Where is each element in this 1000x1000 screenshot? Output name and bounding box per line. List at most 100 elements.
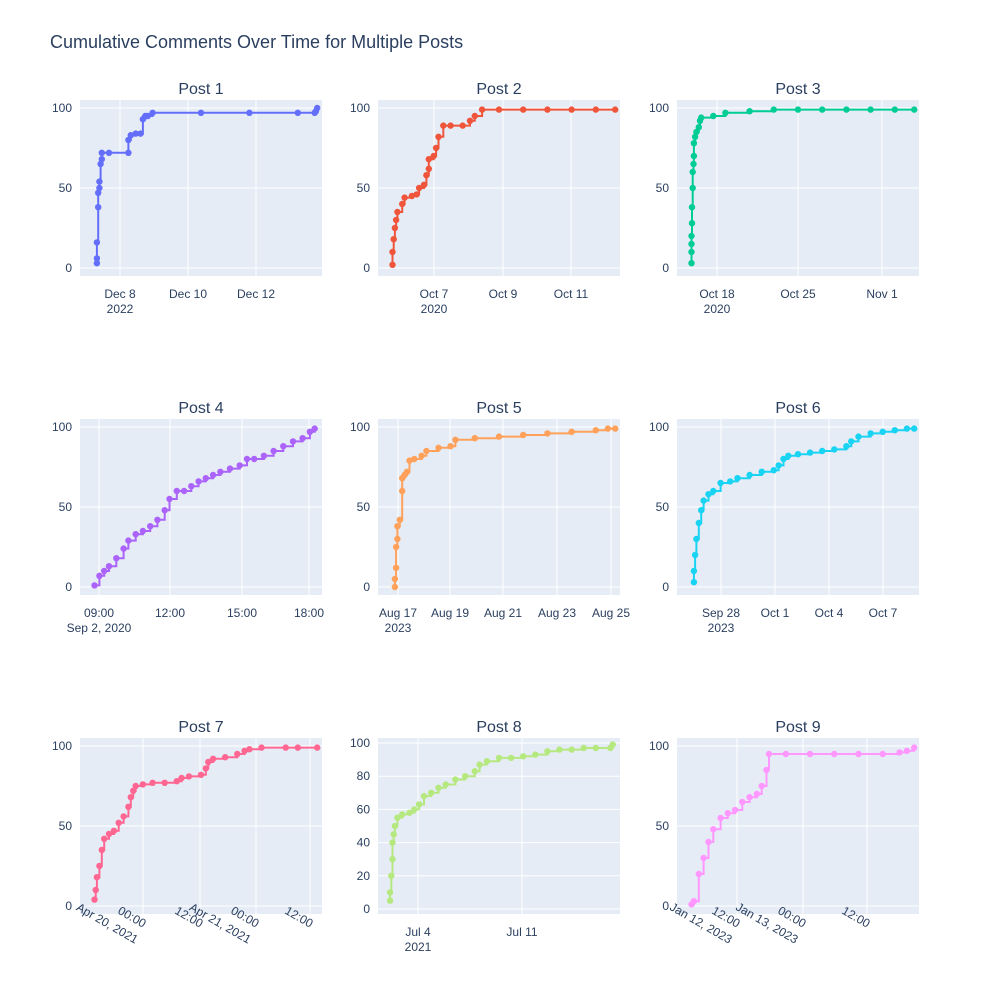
data-point [390,236,397,243]
data-point [693,128,700,136]
data-point [698,114,705,121]
data-point [149,779,156,786]
data-point [700,854,707,862]
data-point [161,779,168,786]
data-point [144,112,151,120]
x-tick-label: Aug 17 [379,606,417,620]
data-point [461,773,469,780]
data-point [688,248,695,256]
data-point [105,149,113,156]
data-point [401,194,408,201]
data-point [794,451,802,458]
data-point [753,790,761,798]
y-tick-label: 50 [357,500,371,514]
data-point [197,771,205,778]
data-point [855,433,862,440]
data-point [270,447,277,455]
data-point [819,106,826,113]
data-point [139,527,147,535]
data-point [700,497,707,504]
data-point [717,479,724,487]
data-point [209,471,217,479]
data-point [689,184,696,192]
y-tick-label: 0 [363,580,370,594]
data-point [418,452,425,459]
data-point [389,856,396,863]
data-point [592,106,599,113]
data-point [197,109,205,117]
data-point [294,109,301,117]
x-tick-label: Oct 7 [420,287,449,301]
data-point [147,523,154,530]
x-tick-label: 18:00 [294,606,324,620]
data-point [911,744,918,751]
x-tick-label: Jul 11 [506,925,537,939]
data-point [520,753,527,760]
data-point [471,112,478,120]
data-point [785,452,792,459]
data-point [394,814,401,821]
data-point [98,149,106,156]
data-point [389,839,396,846]
x-tick-label: Oct 9 [489,287,518,301]
data-point [95,204,102,211]
data-point [775,462,782,469]
y-tick-label: 0 [65,580,72,594]
data-point [843,106,850,113]
data-point [413,191,420,198]
data-point [705,491,712,498]
x-tick-label: Jul 4 [405,925,431,939]
y-tick-label: 0 [363,902,370,916]
data-point [389,248,396,256]
x-tick-sublabel: 2021 [405,940,432,954]
data-point [724,810,731,817]
data-point [471,435,478,442]
data-point [406,457,413,464]
data-point [243,455,251,463]
data-point [96,178,103,185]
data-point [819,447,826,455]
data-point [727,478,734,485]
data-point [690,160,697,168]
subplot-title: Post 1 [178,81,223,98]
data-point [691,551,699,559]
data-point [93,239,101,246]
data-point [96,572,103,579]
data-point [568,746,575,753]
data-point [879,750,886,758]
data-point [392,216,400,224]
data-point [544,748,551,755]
data-point [420,792,428,800]
data-point [693,535,700,543]
data-point [391,575,399,583]
data-point [592,744,599,752]
y-tick-label: 60 [357,802,371,816]
data-point [101,835,108,842]
data-point [698,507,705,514]
data-point [299,435,306,442]
y-tick-label: 100 [649,739,669,753]
data-point [891,427,898,434]
data-point [806,449,814,456]
data-point [222,754,229,761]
data-point [423,172,430,179]
data-point [97,160,104,168]
data-point [911,425,918,432]
data-point [688,240,695,248]
data-point [592,427,599,434]
data-point [867,106,874,113]
y-tick-label: 80 [357,769,371,783]
data-point [688,204,696,211]
data-point [688,220,696,227]
subplot-title: Post 2 [476,81,521,98]
data-point [388,872,395,879]
data-point [392,543,400,551]
x-tick-label: Aug 19 [431,606,469,620]
data-point [425,156,432,163]
data-point [132,531,139,538]
data-point [180,487,188,495]
